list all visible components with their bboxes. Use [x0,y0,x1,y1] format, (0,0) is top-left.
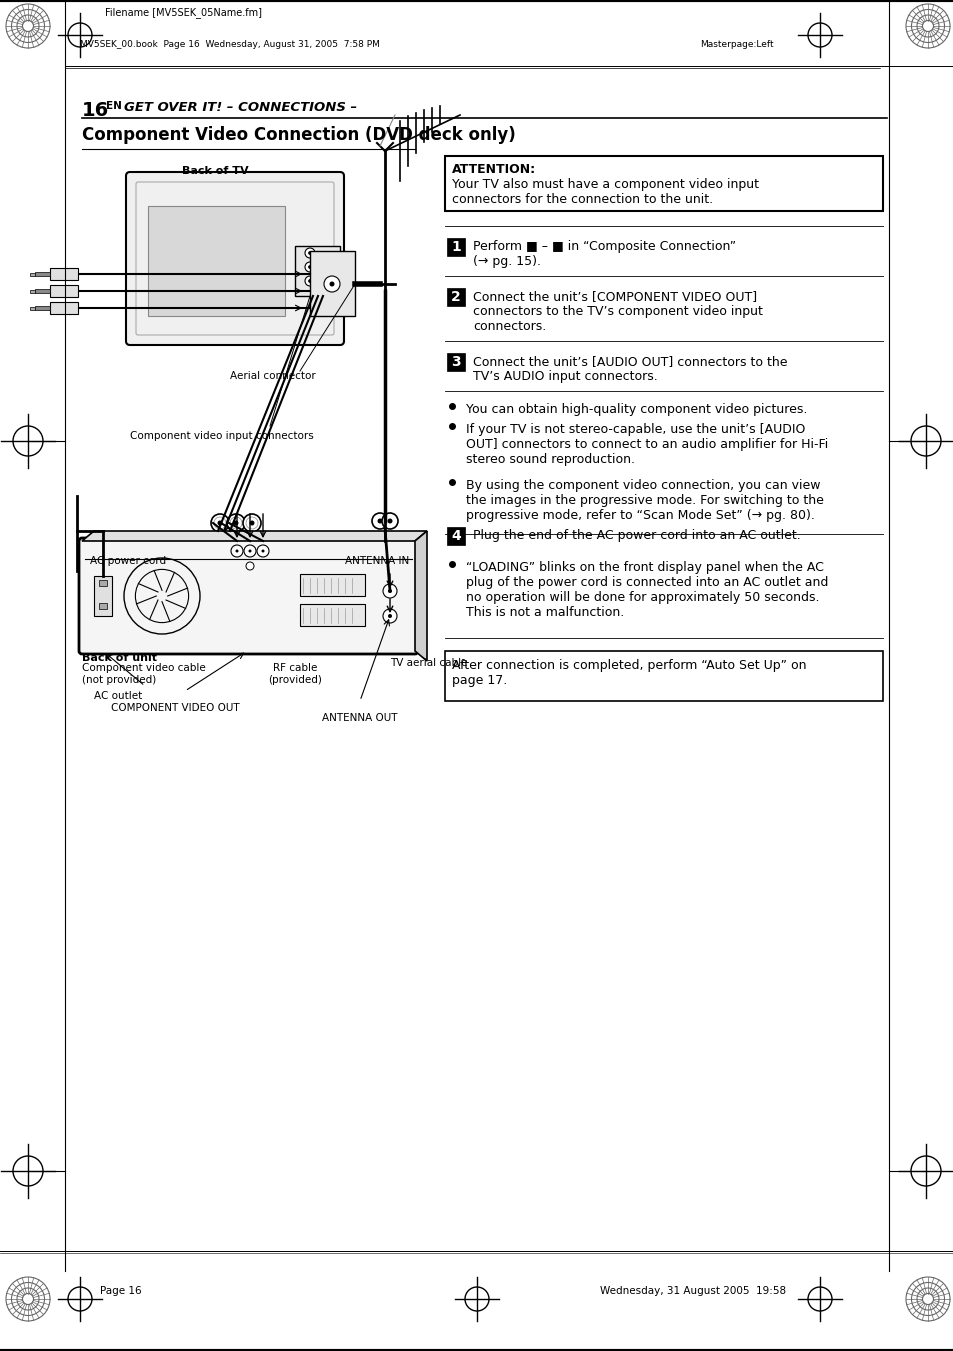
Circle shape [243,513,261,532]
Text: ATTENTION:: ATTENTION: [452,163,536,176]
Bar [444,155,882,211]
Text: If your TV is not stereo-capable, use the unit’s [AUDIO
OUT] connectors to conne: If your TV is not stereo-capable, use th… [465,423,827,466]
Text: 2: 2 [451,290,460,304]
Bar [50,267,78,280]
Text: Connect the unit’s [COMPONENT VIDEO OUT]
connectors to the TV’s component video : Connect the unit’s [COMPONENT VIDEO OUT]… [473,290,762,332]
Bar [30,289,35,293]
Circle shape [308,266,312,269]
Text: 16: 16 [82,101,110,120]
Bar [35,272,50,276]
Circle shape [305,249,314,258]
Circle shape [388,589,392,593]
Text: AC outlet: AC outlet [93,690,142,701]
Circle shape [235,550,238,553]
Circle shape [231,544,243,557]
Bar [294,246,339,296]
Circle shape [377,519,382,523]
Circle shape [261,550,264,553]
Text: COMPONENT VIDEO OUT: COMPONENT VIDEO OUT [111,703,239,713]
Bar [148,205,285,316]
Text: Wednesday, 31 August 2005  19:58: Wednesday, 31 August 2005 19:58 [599,1286,785,1296]
Circle shape [387,519,392,523]
Text: You can obtain high-quality component video pictures.: You can obtain high-quality component vi… [465,403,806,416]
Bar [35,305,50,309]
Circle shape [227,513,245,532]
Text: RF cable
(provided): RF cable (provided) [268,663,321,685]
Text: Masterpage:Left: Masterpage:Left [700,41,773,49]
Bar [50,285,78,297]
Circle shape [248,550,252,553]
Text: MV5SEK_00.book  Page 16  Wednesday, August 31, 2005  7:58 PM: MV5SEK_00.book Page 16 Wednesday, August… [80,41,379,49]
Text: 3: 3 [451,355,460,369]
Text: Connect the unit’s [AUDIO OUT] connectors to the
TV’s AUDIO input connectors.: Connect the unit’s [AUDIO OUT] connector… [473,355,786,382]
Text: Page 16: Page 16 [100,1286,141,1296]
Circle shape [388,613,392,617]
Text: EN: EN [106,101,122,111]
Text: Plug the end of the AC power cord into an AC outlet.: Plug the end of the AC power cord into a… [473,530,800,542]
Bar [35,289,50,293]
Circle shape [372,513,388,530]
Bar [447,527,464,544]
Circle shape [233,520,238,526]
Text: ANTENNA OUT: ANTENNA OUT [322,713,397,723]
Circle shape [250,520,254,526]
Bar [30,307,35,309]
FancyBboxPatch shape [126,172,344,345]
Bar [310,251,355,316]
Circle shape [324,276,339,292]
Bar [447,238,464,255]
Bar [299,574,365,596]
Circle shape [305,262,314,272]
FancyBboxPatch shape [79,538,417,654]
Circle shape [246,562,253,570]
Text: Your TV also must have a component video input
connectors for the connection to : Your TV also must have a component video… [452,178,759,205]
Circle shape [244,544,255,557]
Text: Back of unit: Back of unit [82,653,157,663]
Text: 4: 4 [451,530,460,543]
Text: AC power cord: AC power cord [90,557,166,566]
Text: Perform ■ – ■ in “Composite Connection”
(→ pg. 15).: Perform ■ – ■ in “Composite Connection” … [473,240,736,267]
Polygon shape [415,531,427,661]
Circle shape [382,609,396,623]
Circle shape [211,513,229,532]
Circle shape [305,276,314,286]
Circle shape [329,281,335,286]
Text: Component video cable
(not provided): Component video cable (not provided) [82,663,206,685]
Bar [447,353,464,372]
Text: After connection is completed, perform “Auto Set Up” on
page 17.: After connection is completed, perform “… [452,659,805,688]
Text: By using the component video connection, you can view
the images in the progress: By using the component video connection,… [465,480,823,521]
Text: 1: 1 [451,240,460,254]
Bar [444,651,882,701]
Text: GET OVER IT! – CONNECTIONS –: GET OVER IT! – CONNECTIONS – [124,101,356,113]
Text: ANTENNA IN: ANTENNA IN [345,557,409,566]
Text: Filename [MV5SEK_05Name.fm]: Filename [MV5SEK_05Name.fm] [105,7,262,18]
Text: “LOADING” blinks on the front display panel when the AC
plug of the power cord i: “LOADING” blinks on the front display pa… [465,561,827,619]
Circle shape [382,584,396,598]
Bar [99,580,107,586]
Text: Aerial connector: Aerial connector [230,372,315,381]
Text: Component video input connectors: Component video input connectors [130,431,314,440]
Circle shape [308,280,312,282]
Bar [299,604,365,626]
Bar [447,288,464,305]
Circle shape [217,520,222,526]
Bar [30,273,35,276]
Circle shape [256,544,269,557]
Bar [94,576,112,616]
Text: Back of TV: Back of TV [181,166,248,176]
Circle shape [381,513,397,530]
Text: TV aerial cable: TV aerial cable [390,658,467,667]
Text: Component Video Connection (DVD deck only): Component Video Connection (DVD deck onl… [82,126,516,145]
Bar [50,303,78,313]
Polygon shape [82,531,427,540]
Circle shape [308,251,312,254]
Bar [99,603,107,609]
